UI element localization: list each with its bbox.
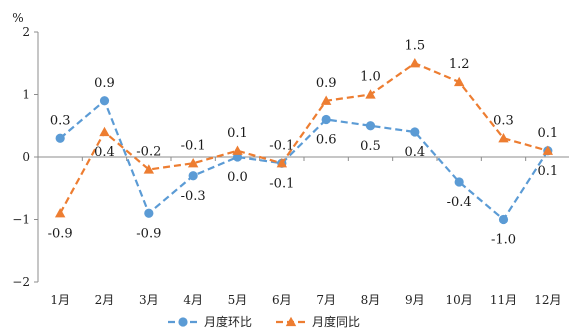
series-2-point [542,145,554,155]
x-tick-label: 9月 [405,293,425,307]
data-label: 0.3 [50,113,71,128]
data-label: 0.9 [316,76,337,91]
chart-data-labels: 0.3 0.9 -0.9 -0.3 0.0 -0.1 0.6 0.5 0.4 -0.4 -1.0 0.… [48,38,559,247]
series-1-point [188,171,198,181]
chart-legend: 月度环比 月度同比 [168,314,360,329]
series-2-point [276,158,288,168]
series-2-point [498,133,509,143]
x-tick-label: 11月 [490,293,517,307]
series-line-2 [59,61,549,214]
y-tick-label: −1 [12,213,30,227]
series-2-point [187,158,199,168]
legend-label: 月度同比 [312,314,360,329]
y-tick-label: 2 [22,25,30,39]
x-tick-label: 2月 [95,293,115,307]
series-1-point [454,177,464,187]
series-2-point [320,95,332,105]
series-1-point [498,214,509,225]
x-tick-label: 5月 [228,293,248,307]
series-1-point [410,127,420,137]
y-axis-unit-label: % [12,11,23,25]
legend-marker-triangle [285,316,297,327]
legend-label: 月度环比 [204,314,252,329]
series-1-point [365,121,376,131]
chart-series [54,58,554,225]
series-2-point [232,145,243,155]
x-tick-label: 12月 [534,293,561,307]
x-tick-label: 4月 [183,293,203,307]
series-line-1 [59,98,549,222]
series-1-point [55,133,65,143]
data-label: 1.5 [404,38,425,53]
data-label: 0.3 [493,113,514,128]
data-label: 1.0 [360,70,381,85]
data-label: -0.1 [269,138,294,153]
series-1-point [144,208,154,218]
data-label: 0.4 [404,145,425,160]
data-label: 0.4 [94,145,115,160]
x-tick-label: 10月 [446,293,473,307]
legend-marker-circle [178,317,188,327]
data-label: 0.6 [316,133,337,148]
y-tick-label: 0 [22,150,30,164]
series-2-point [453,76,465,87]
data-label: 0.9 [94,76,115,91]
data-label: 1.2 [449,57,470,72]
data-label: 0.1 [537,164,558,179]
data-label: -0.1 [269,176,294,191]
series-2-point [365,89,376,99]
data-label: -0.9 [136,226,161,241]
x-tick-label: 8月 [361,293,381,307]
series-2-point [54,208,66,218]
data-label: 0.5 [360,139,381,154]
x-tick-label: 7月 [316,293,336,307]
data-label: -0.1 [181,138,206,153]
chart-axes: 2 1 0 −1 −2% 1月 2月 3月 4月 5月 6月 7月 8月 9月 10月 11月 12月 [12,11,569,307]
x-tick-label: 3月 [139,293,159,307]
data-label: 0.1 [227,126,248,141]
data-label: -0.4 [447,195,472,210]
series-1-point [321,114,331,125]
series-2-point [99,126,110,137]
series-2-point [143,164,155,174]
series-1-point [99,96,110,106]
y-tick-label: 1 [22,88,30,102]
y-tick-label: −2 [12,275,30,289]
x-tick-label: 1月 [50,293,70,307]
data-label: 0.0 [227,170,248,185]
data-label: -0.9 [48,226,73,241]
data-label: 0.1 [537,126,558,141]
data-label: -1.0 [491,233,516,248]
x-tick-label: 6月 [272,293,292,307]
data-label: -0.3 [181,189,206,204]
series-2-point [409,58,421,68]
data-label: -0.2 [136,145,161,160]
